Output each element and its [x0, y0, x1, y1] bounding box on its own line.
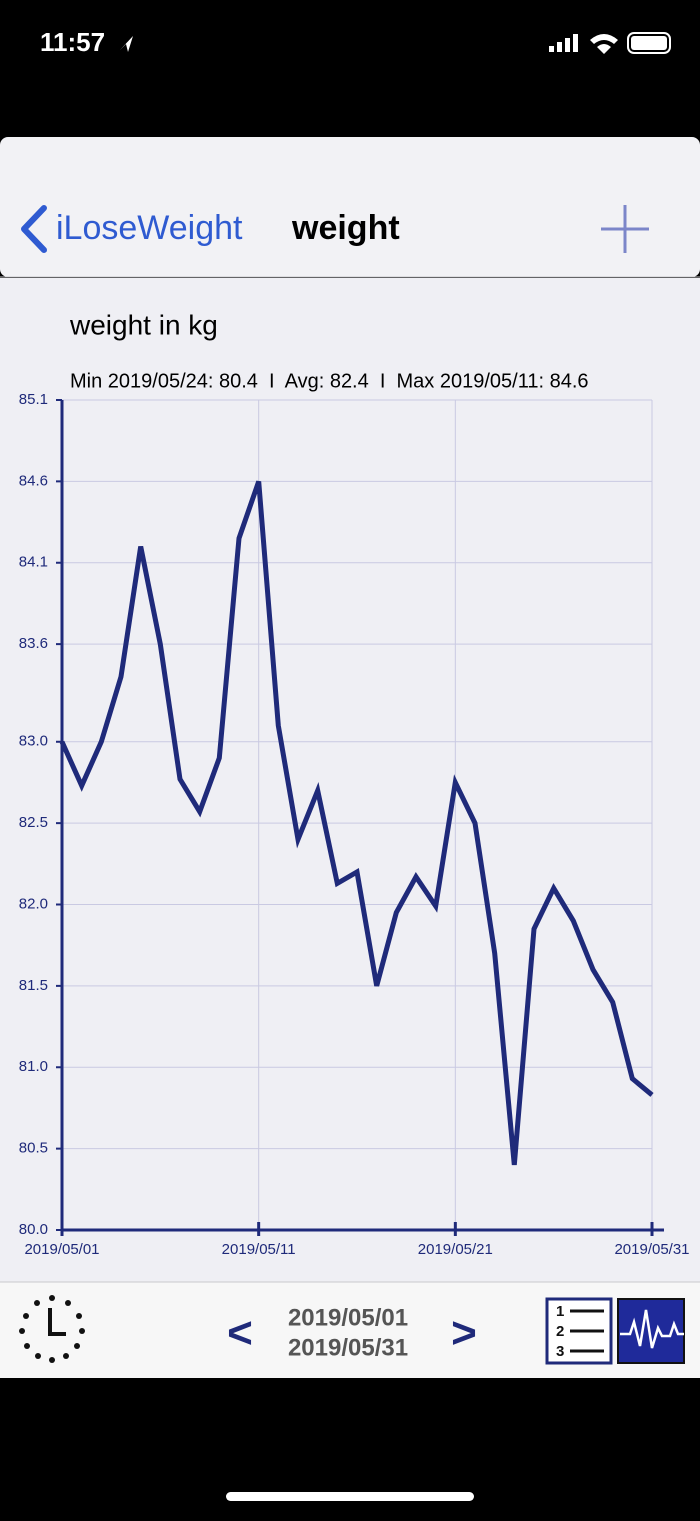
battery-icon — [627, 32, 671, 54]
prev-button[interactable]: < — [227, 1309, 253, 1358]
nav-bar — [0, 137, 700, 277]
plot: 80.0 80.5 81.0 81.5 82.0 82.5 83.0 83.6 84.1 84.6… — [19, 391, 690, 1258]
chart-title: weight in kg — [69, 309, 218, 340]
svg-text:2: 2 — [556, 1323, 564, 1340]
svg-text:3: 3 — [556, 1343, 564, 1360]
y-tick-label: 82.0 — [19, 895, 48, 912]
y-tick-label: 81.0 — [19, 1058, 48, 1075]
y-tick-label: 81.5 — [19, 977, 48, 994]
status-time: 11:57 — [40, 27, 105, 57]
y-tick-label: 84.1 — [19, 554, 48, 571]
y-tick-label: 82.5 — [19, 814, 48, 831]
chart-subtitle: Min 2019/05/24: 80.4 I Avg: 82.4 I Max 2… — [70, 370, 589, 392]
weight-line — [59, 480, 654, 1166]
signal-icon — [549, 34, 578, 52]
y-tick-label: 83.0 — [19, 733, 48, 750]
nav-title: weight — [291, 209, 400, 247]
battery-level — [631, 36, 667, 50]
chart-area — [0, 278, 700, 1282]
y-tick-label: 80.0 — [19, 1221, 48, 1238]
list-button[interactable]: 1 2 3 — [545, 1297, 613, 1365]
back-chevron[interactable] — [21, 205, 47, 253]
wifi-icon — [590, 34, 618, 54]
x-tick-label: 2019/05/01 — [24, 1241, 99, 1258]
range-to: 2019/05/31 — [288, 1334, 408, 1361]
chart-button[interactable] — [617, 1298, 685, 1364]
x-tick-label: 2019/05/21 — [418, 1241, 493, 1258]
y-tick-label: 80.5 — [19, 1140, 48, 1157]
x-tick-label: 2019/05/31 — [614, 1241, 689, 1258]
y-tick-label: 85.1 — [19, 391, 48, 408]
range-from: 2019/05/01 — [288, 1304, 408, 1331]
back-button[interactable]: iLoseWeight — [56, 209, 243, 247]
home-indicator — [226, 1492, 474, 1501]
y-tick-label: 84.6 — [19, 472, 48, 489]
add-button[interactable] — [601, 205, 649, 253]
clock-button[interactable] — [19, 1295, 85, 1363]
location-icon — [120, 36, 133, 52]
y-tick-label: 83.6 — [19, 635, 48, 652]
x-tick-label: 2019/05/11 — [222, 1241, 296, 1258]
svg-text:1: 1 — [556, 1303, 564, 1320]
next-button[interactable]: > — [451, 1309, 477, 1358]
